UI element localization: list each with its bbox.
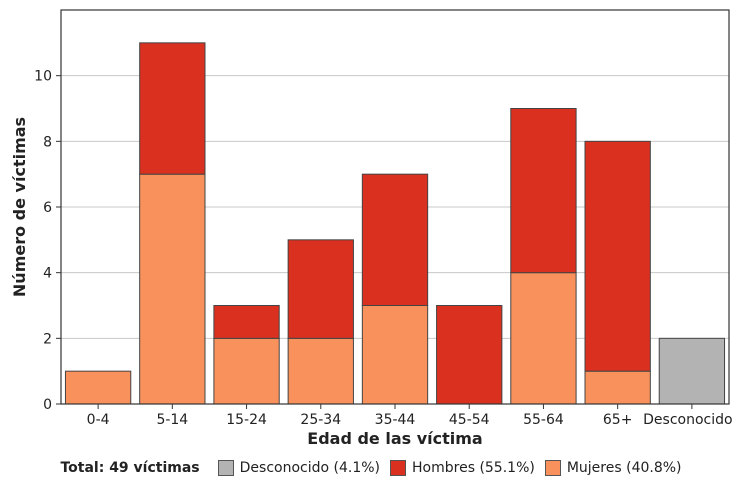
x-tick-labels: 0-4 5-14 15-24 25-34 35-44 45-54 55-64 65+ Desco… <box>87 404 733 428</box>
bar-0-4-mujeres <box>64 370 132 405</box>
bar-65+-mujeres <box>584 370 651 405</box>
x-tick-label: 15-24 <box>226 412 267 428</box>
legend-label-hombres: Hombres (55.1%) <box>412 460 535 476</box>
legend-item-mujeres: Mujeres (40.8%) <box>544 460 682 476</box>
x-tick-label: 55-64 <box>523 412 564 428</box>
bar-15-24-mujeres <box>213 337 280 405</box>
bar-55-64-mujeres <box>510 272 577 405</box>
bar-65+-hombres <box>584 140 651 372</box>
legend-swatch-mujeres <box>544 460 561 476</box>
x-tick-label: 45-54 <box>449 412 490 428</box>
x-tick-label: 35-44 <box>375 412 416 428</box>
legend-swatch-hombres <box>390 460 407 476</box>
bar-Desconocido-desconocido <box>658 337 726 405</box>
y-tick-label: 10 <box>34 69 52 85</box>
legend-item-desconocido: Desconocido (4.1%) <box>217 460 381 476</box>
legend-label-desconocido: Desconocido (4.1%) <box>239 460 381 476</box>
legend-total: Total: 49 víctimas <box>60 460 200 476</box>
x-tick-label: 5-14 <box>156 412 188 428</box>
y-tick-labels: 0 2 4 6 8 10 <box>34 69 61 413</box>
y-tick-label: 8 <box>43 134 52 150</box>
legend-item-hombres: Hombres (55.1%) <box>390 460 535 476</box>
bar-35-44-mujeres <box>361 305 429 405</box>
x-tick-label: Desconocido <box>643 412 732 428</box>
bar-25-34-hombres <box>287 239 354 339</box>
bar-35-44-hombres <box>361 173 429 306</box>
x-tick-label: 25-34 <box>300 412 341 428</box>
legend-swatch-desconocido <box>217 460 234 476</box>
chart: 0 2 4 6 8 10 0-4 5-14 15-24 25-34 35-44 45-54 55-64… <box>10 9 733 448</box>
y-tick-label: 6 <box>43 200 52 216</box>
legend: Total: 49 víctimas Desconocido (4.1%) Ho… <box>0 455 742 481</box>
y-tick-label: 4 <box>43 266 52 282</box>
x-tick-label: 0-4 <box>87 412 110 428</box>
x-tick-label: 65+ <box>603 412 633 428</box>
y-tick-label: 2 <box>43 331 52 347</box>
legend-label-mujeres: Mujeres (40.8%) <box>566 460 682 476</box>
bar-5-14-mujeres <box>139 173 206 405</box>
bars <box>64 42 726 405</box>
x-axis-title: Edad de las víctima <box>307 429 482 448</box>
bar-55-64-hombres <box>510 108 577 274</box>
y-tick-label: 0 <box>43 397 52 413</box>
bar-25-34-mujeres <box>287 337 354 405</box>
bar-45-54-hombres <box>436 305 503 405</box>
bar-15-24-hombres <box>213 305 280 339</box>
y-axis-title: Número de víctimas <box>10 117 29 297</box>
bar-5-14-hombres <box>139 42 206 175</box>
